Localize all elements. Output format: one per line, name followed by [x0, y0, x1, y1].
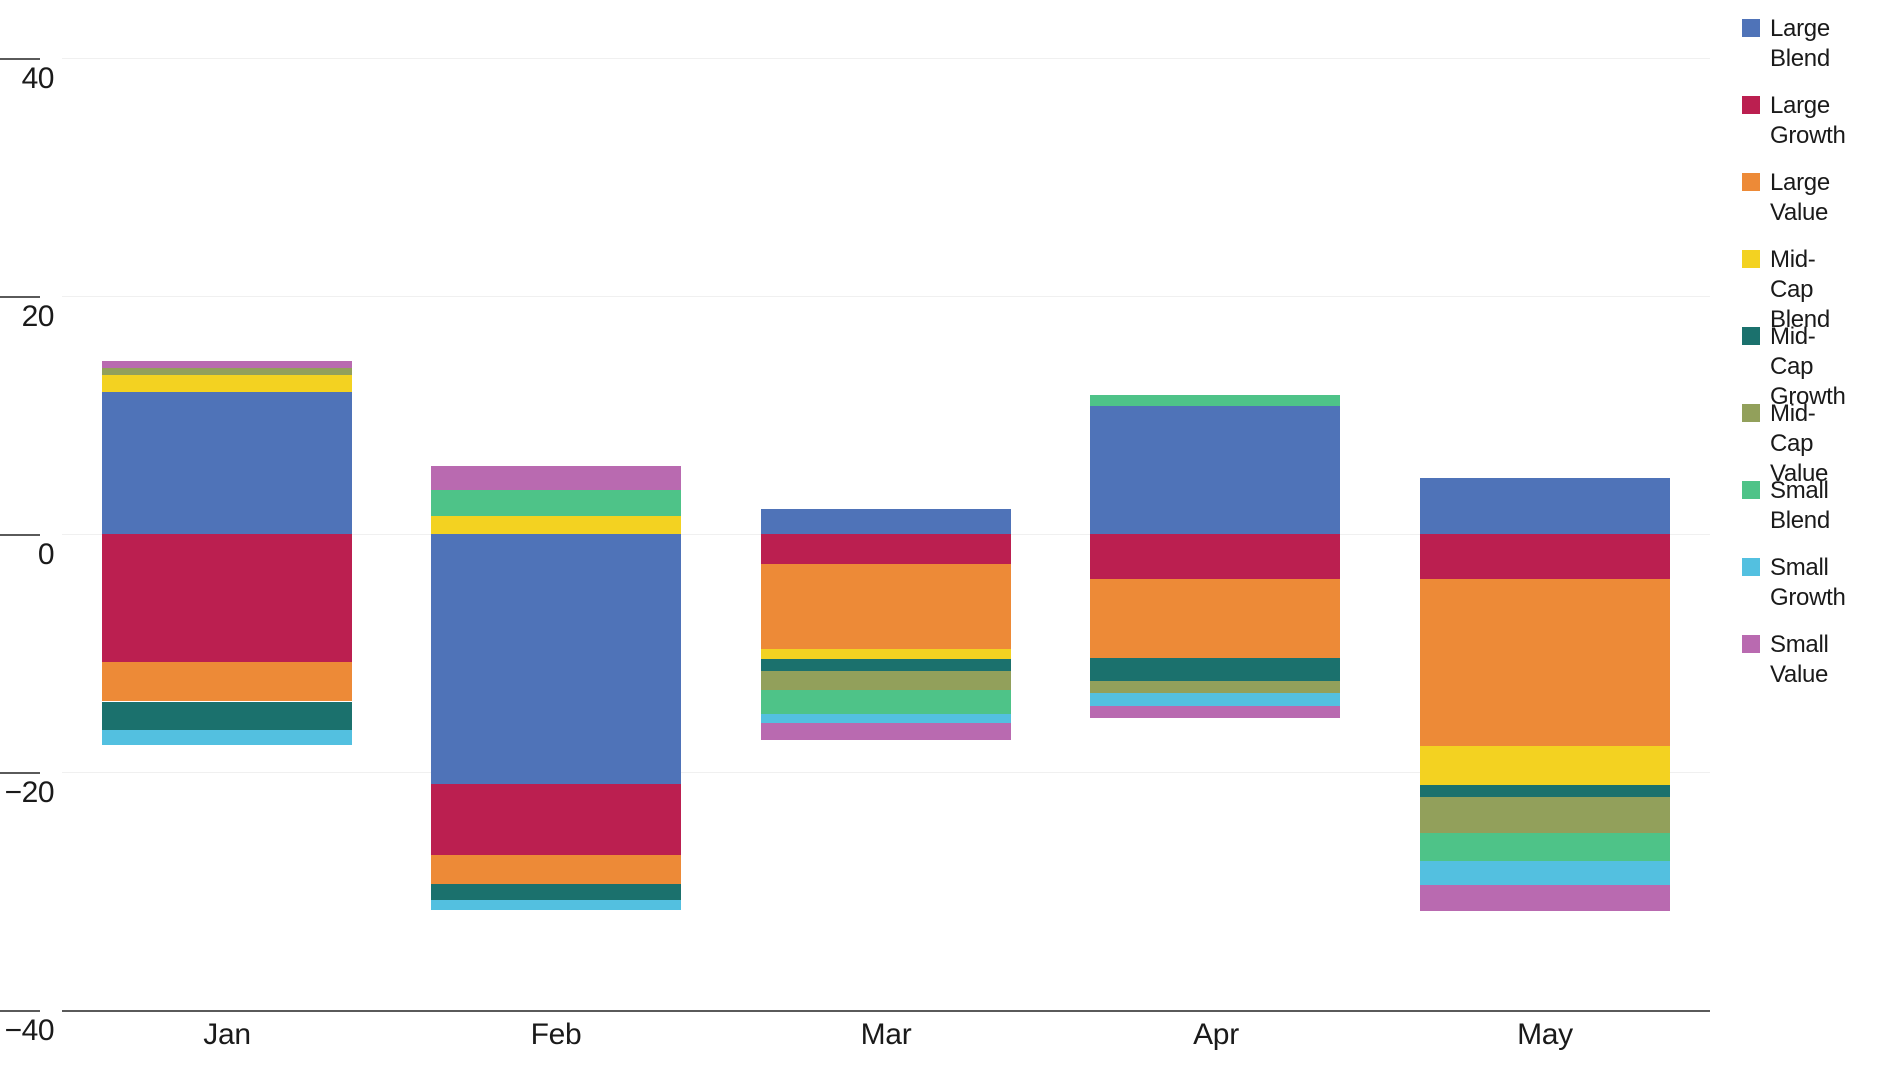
- y-tick-mark: [0, 58, 40, 60]
- bar-segment-midcap_growth: [102, 702, 352, 731]
- legend-item: Mid-Cap Growth: [1742, 322, 1846, 399]
- y-tick-label: −20: [0, 776, 54, 810]
- bar-segment-midcap_growth: [431, 884, 681, 901]
- bar-segment-large_value: [102, 662, 352, 701]
- legend-swatch: [1742, 635, 1760, 653]
- bar-segment-small_value: [1420, 885, 1670, 911]
- y-tick-mark: [0, 534, 40, 536]
- bar-segment-large_value: [1420, 579, 1670, 746]
- bar-segment-large_blend: [1420, 478, 1670, 534]
- legend-swatch: [1742, 327, 1760, 345]
- x-tick-label: Jan: [203, 1018, 250, 1052]
- legend-item: Large Value: [1742, 168, 1846, 245]
- y-tick-label: 20: [0, 300, 54, 334]
- bar-segment-small_growth: [1090, 693, 1340, 706]
- x-axis-line: [62, 1010, 1710, 1012]
- legend-swatch: [1742, 404, 1760, 422]
- x-tick-label: Feb: [531, 1018, 582, 1052]
- bar-segment-midcap_blend: [1420, 746, 1670, 785]
- legend-item: Mid-Cap Blend: [1742, 245, 1846, 322]
- bar-segment-large_growth: [431, 784, 681, 855]
- bar-segment-small_blend: [1420, 833, 1670, 862]
- grid-line: [62, 58, 1710, 59]
- y-tick-mark: [0, 1010, 40, 1012]
- bar-segment-large_blend: [431, 534, 681, 784]
- bar-segment-midcap_value: [102, 368, 352, 375]
- bar-segment-midcap_blend: [431, 516, 681, 534]
- y-tick-mark: [0, 296, 40, 298]
- bar-segment-small_value: [761, 723, 1011, 740]
- bar-segment-small_growth: [102, 730, 352, 745]
- bar-segment-midcap_growth: [1090, 658, 1340, 682]
- legend: Large Blend Large Growth Large Value Mid-Ca…: [1742, 14, 1846, 707]
- y-tick-mark: [0, 772, 40, 774]
- bar-segment-large_value: [761, 564, 1011, 650]
- bar-segment-large_blend: [761, 509, 1011, 534]
- legend-swatch: [1742, 19, 1760, 37]
- x-tick-label: May: [1517, 1018, 1573, 1052]
- bar-segment-midcap_growth: [761, 659, 1011, 671]
- legend-swatch: [1742, 558, 1760, 576]
- bar-segment-midcap_value: [761, 671, 1011, 690]
- legend-label: Large Value: [1770, 168, 1830, 228]
- bar-segment-small_value: [431, 466, 681, 490]
- y-tick-label: 40: [0, 62, 54, 96]
- bar-segment-large_growth: [761, 534, 1011, 564]
- legend-item: Large Growth: [1742, 91, 1846, 168]
- bar-segment-small_value: [1090, 706, 1340, 718]
- legend-item: Mid-Cap Value: [1742, 399, 1846, 476]
- bar-segment-large_growth: [1420, 534, 1670, 579]
- bar-segment-midcap_value: [1090, 681, 1340, 693]
- legend-item: Large Blend: [1742, 14, 1846, 91]
- bar-segment-small_growth: [431, 900, 681, 910]
- bar-segment-midcap_value: [1420, 797, 1670, 833]
- legend-label: Small Blend: [1770, 476, 1830, 536]
- bar-segment-small_blend: [761, 690, 1011, 714]
- bar-segment-small_blend: [1090, 395, 1340, 406]
- legend-label: Large Growth: [1770, 91, 1846, 151]
- bar-segment-midcap_growth: [1420, 785, 1670, 797]
- legend-label: Small Value: [1770, 630, 1829, 690]
- bar-segment-small_blend: [431, 490, 681, 516]
- legend-swatch: [1742, 250, 1760, 268]
- legend-swatch: [1742, 481, 1760, 499]
- legend-swatch: [1742, 173, 1760, 191]
- bar-segment-large_growth: [1090, 534, 1340, 579]
- legend-item: Small Growth: [1742, 553, 1846, 630]
- legend-swatch: [1742, 96, 1760, 114]
- y-tick-label: −40: [0, 1014, 54, 1048]
- bar-segment-small_value: [102, 361, 352, 368]
- legend-label: Small Growth: [1770, 553, 1846, 613]
- grid-line: [62, 296, 1710, 297]
- bar-segment-midcap_blend: [761, 649, 1011, 659]
- bar-segment-large_growth: [102, 534, 352, 663]
- bar-segment-large_value: [1090, 579, 1340, 658]
- bar-segment-large_blend: [102, 392, 352, 534]
- bar-segment-large_blend: [1090, 405, 1340, 534]
- y-tick-label: 0: [0, 538, 54, 572]
- bar-segment-small_growth: [1420, 861, 1670, 885]
- bar-segment-large_value: [431, 855, 681, 884]
- legend-item: Small Value: [1742, 630, 1846, 707]
- x-tick-label: Apr: [1193, 1018, 1239, 1052]
- x-tick-label: Mar: [861, 1018, 912, 1052]
- bar-segment-midcap_blend: [102, 375, 352, 392]
- legend-label: Large Blend: [1770, 14, 1830, 74]
